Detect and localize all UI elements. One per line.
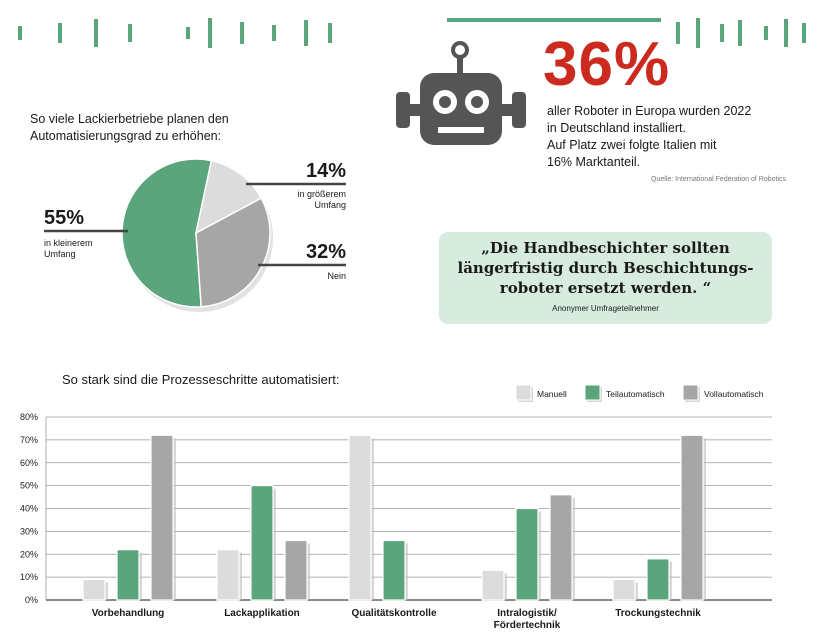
stripe <box>272 25 276 41</box>
stripe <box>128 24 132 42</box>
x-tick-label: Vorbehandlung <box>92 608 165 619</box>
source-note: Quelle: International Federation of Robo… <box>651 176 787 183</box>
bar-chart: 0% 10% 20% 30% 40% 50% 60% 70% 80% Vorbehandlung L… <box>20 384 772 631</box>
pie-chart-title: So viele Lackierbetriebe planen den Auto… <box>30 111 229 145</box>
y-tick-label: 80% <box>20 412 38 422</box>
stat-description: aller Roboter in Europa wurden 2022 in D… <box>547 103 787 171</box>
bar <box>284 539 308 601</box>
x-tick-label: Lackapplikation <box>224 608 300 619</box>
bar <box>646 558 670 601</box>
bar <box>382 539 406 601</box>
bar <box>348 434 372 601</box>
y-tick-label: 10% <box>20 572 38 582</box>
pie-slice <box>194 159 263 235</box>
pie-title-line: So viele Lackierbetriebe planen den <box>30 112 229 126</box>
stripe <box>738 20 742 46</box>
stripe <box>328 23 332 43</box>
quote-line: roboter ersetzt werden. “ <box>499 279 712 297</box>
stripe <box>764 26 768 40</box>
x-tick-label: Fördertechnik <box>494 620 561 631</box>
bar <box>549 494 573 601</box>
x-tick-label: Intralogistik/ <box>497 608 557 619</box>
stat-line: in Deutschland installiert. <box>547 121 686 135</box>
quote-text: „Die Handbeschichter sollten längerfrist… <box>439 238 772 298</box>
stripe <box>186 27 190 39</box>
stripe <box>240 22 244 44</box>
x-tick-label: Trockungstechnik <box>615 608 701 619</box>
stripe <box>18 26 22 40</box>
legend-label: Vollautomatisch <box>704 389 764 399</box>
bar <box>680 434 704 601</box>
top-accent-rule <box>447 18 661 22</box>
pie-category-label: Umfang <box>44 249 76 259</box>
stat-line: Auf Platz zwei folgte Italien mit <box>547 138 717 152</box>
robot-icon <box>396 41 526 145</box>
y-tick-label: 50% <box>20 481 38 491</box>
stripe <box>696 18 700 48</box>
legend-swatch <box>515 384 532 401</box>
pie-title-line: Automatisierungsgrad zu erhöhen: <box>30 129 222 143</box>
decorative-stripes-left <box>18 18 332 48</box>
bar <box>515 507 539 601</box>
stripe <box>720 24 724 42</box>
pie-category-label: in kleinerem <box>44 238 93 248</box>
legend-label: Teilautomatisch <box>606 389 665 399</box>
bar <box>82 578 106 601</box>
pie-category-label: Nein <box>327 271 346 281</box>
stripe <box>802 23 806 43</box>
pie-slice <box>121 158 213 308</box>
quote-line: längerfristig durch Beschichtungs- <box>457 259 754 277</box>
quote-box: „Die Handbeschichter sollten längerfrist… <box>439 232 772 324</box>
legend-label: Manuell <box>537 389 567 399</box>
stat-line: aller Roboter in Europa wurden 2022 <box>547 104 752 118</box>
legend-swatch <box>682 384 699 401</box>
stripe <box>208 18 212 48</box>
pie-slice <box>195 197 271 308</box>
y-tick-label: 30% <box>20 526 38 536</box>
decorative-stripes-right <box>676 18 806 48</box>
stat-value: 36% <box>543 30 671 99</box>
bar <box>481 569 505 601</box>
quote-author: Anonymer Umfrageteilnehmer <box>552 304 659 313</box>
bar <box>116 549 140 601</box>
stripe <box>784 19 788 47</box>
y-tick-label: 60% <box>20 458 38 468</box>
pie-value-label: 14% <box>306 160 346 182</box>
pie-value-label: 32% <box>306 241 346 263</box>
stripe <box>304 20 308 46</box>
y-tick-label: 40% <box>20 504 38 514</box>
y-tick-label: 70% <box>20 435 38 445</box>
bar <box>150 434 174 601</box>
stripe <box>94 19 98 47</box>
bar <box>250 485 274 601</box>
pie-category-label: in größerem <box>297 189 346 199</box>
pie-category-label: Umfang <box>314 200 346 210</box>
bar <box>612 578 636 601</box>
bar <box>216 549 240 601</box>
quote-line: „Die Handbeschichter sollten <box>481 239 730 257</box>
pie-value-label: 55% <box>44 207 84 229</box>
stat-line: 16% Marktanteil. <box>547 155 641 169</box>
x-tick-label: Qualitätskontrolle <box>351 608 436 619</box>
legend-swatch <box>584 384 601 401</box>
stripe <box>676 22 680 44</box>
y-tick-label: 0% <box>25 595 38 605</box>
bar-chart-title: So stark sind die Prozesseschritte autom… <box>62 372 340 387</box>
y-tick-label: 20% <box>20 549 38 559</box>
stripe <box>58 23 62 43</box>
